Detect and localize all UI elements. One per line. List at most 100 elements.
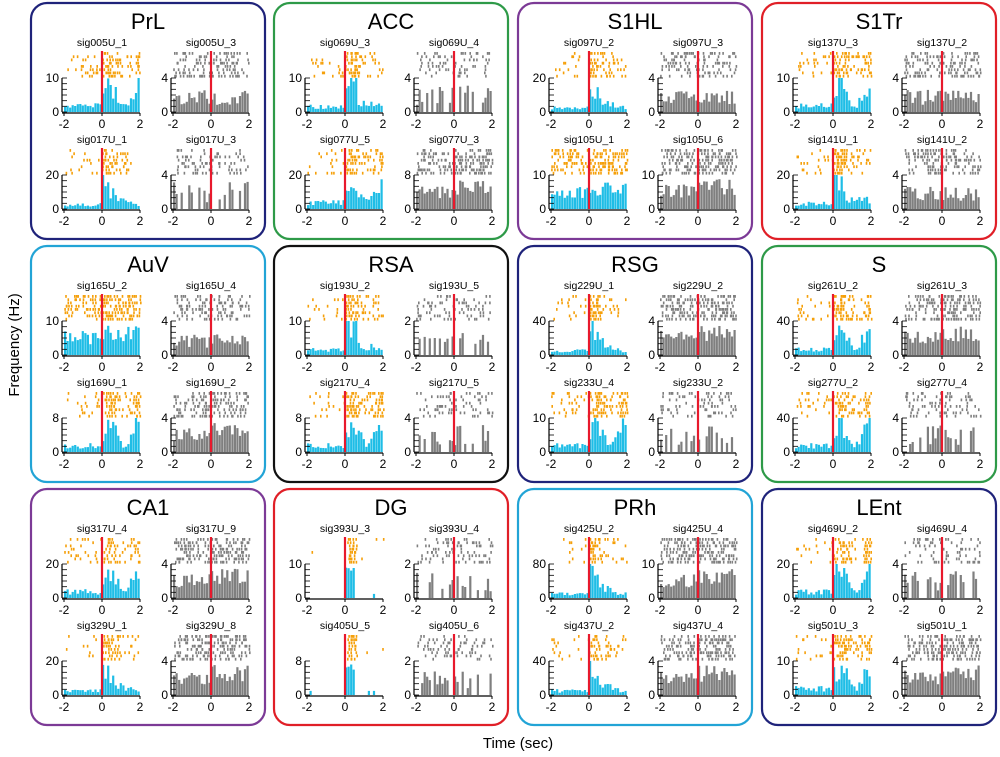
raster-tick [350,61,353,65]
histogram-bar [725,90,729,112]
unit-label: sig169U_2 [186,377,236,389]
raster-tick [865,405,868,408]
raster-tick [232,74,234,78]
raster-tick [598,165,600,169]
raster-tick [130,65,132,68]
raster-tick [621,405,624,408]
raster-tick [199,165,202,169]
raster-tick [676,408,678,412]
raster-tick [70,58,73,62]
raster-tick [945,168,947,172]
histogram-bar [428,338,431,355]
histogram-bar [365,446,368,452]
raster-tick [109,71,112,75]
raster-tick [474,171,476,175]
raster-tick [685,165,687,169]
raster-tick [720,149,722,152]
histogram-bar [959,326,962,355]
raster-tick [617,311,620,315]
x-tick-label: 2 [380,117,387,131]
raster-tick [113,557,115,561]
raster-tick [970,414,972,418]
raster-tick [946,158,948,162]
raster-tick [965,158,968,162]
raster-tick [554,149,557,152]
raster-tick [911,55,913,59]
raster-tick [691,392,693,395]
raster-tick [621,152,623,156]
raster-tick [683,301,685,305]
raster-tick [724,395,727,399]
raster-tick [92,71,95,75]
raster-tick [483,155,485,159]
raster-tick [974,52,977,55]
raster-tick [138,314,141,318]
raster-tick [870,71,872,75]
raster-tick [481,395,483,399]
histogram-bar [934,438,937,452]
histogram-bar [556,443,559,452]
raster-tick [704,58,706,62]
raster-tick [176,149,179,152]
raster-tick [450,171,453,175]
histogram-bar [319,349,322,355]
histogram-bar [438,198,441,209]
raster-tick [464,165,467,169]
raster-tick [700,295,702,298]
raster-tick [700,165,703,169]
raster-tick [623,155,625,159]
raster-tick [233,65,236,68]
raster-tick [865,398,868,402]
raster-tick [450,317,452,321]
y-tick-label: 0 [295,348,302,362]
raster-tick [89,308,91,311]
raster-tick [132,401,135,405]
raster-tick [843,398,846,402]
raster-tick [432,152,435,156]
histogram-bar [599,435,602,452]
raster-tick [233,171,235,175]
raster-tick [677,168,680,172]
raster-tick [975,298,977,302]
raster-tick [699,149,701,152]
raster-tick [440,158,443,162]
raster-tick [486,152,489,156]
raster-tick [135,544,137,548]
raster-tick [465,301,467,305]
raster-tick [440,405,442,408]
histogram-bar [929,186,932,209]
raster-tick [806,414,809,418]
histogram-bar [436,186,439,209]
raster-tick [326,171,329,175]
raster-tick [723,295,725,298]
raster-tick [570,165,573,169]
y-tick-label: 0 [295,445,302,459]
raster-tick [859,149,861,152]
raster-tick [331,165,334,169]
raster-tick [333,298,336,302]
raster-tick [965,304,967,308]
raster-tick [351,298,353,302]
raster-tick [672,52,674,55]
raster-tick [355,158,358,162]
histogram-bar [324,349,327,355]
raster-tick [330,162,332,165]
raster-tick [127,311,129,315]
raster-tick [71,155,73,159]
histogram-bar [868,203,871,209]
raster-tick [461,155,463,159]
raster-tick [465,392,468,395]
raster-tick [236,74,239,78]
histogram-bar [324,201,327,209]
raster-tick [708,74,711,78]
region-title: S1HL [607,9,662,34]
raster-tick [698,158,701,162]
unit-label: sig165U_2 [77,280,127,292]
raster-tick [660,408,663,412]
raster-tick [711,52,714,55]
raster-tick [934,171,936,175]
raster-tick [801,304,803,308]
raster-tick [718,411,720,415]
raster-tick [811,317,814,321]
raster-tick [119,308,121,311]
